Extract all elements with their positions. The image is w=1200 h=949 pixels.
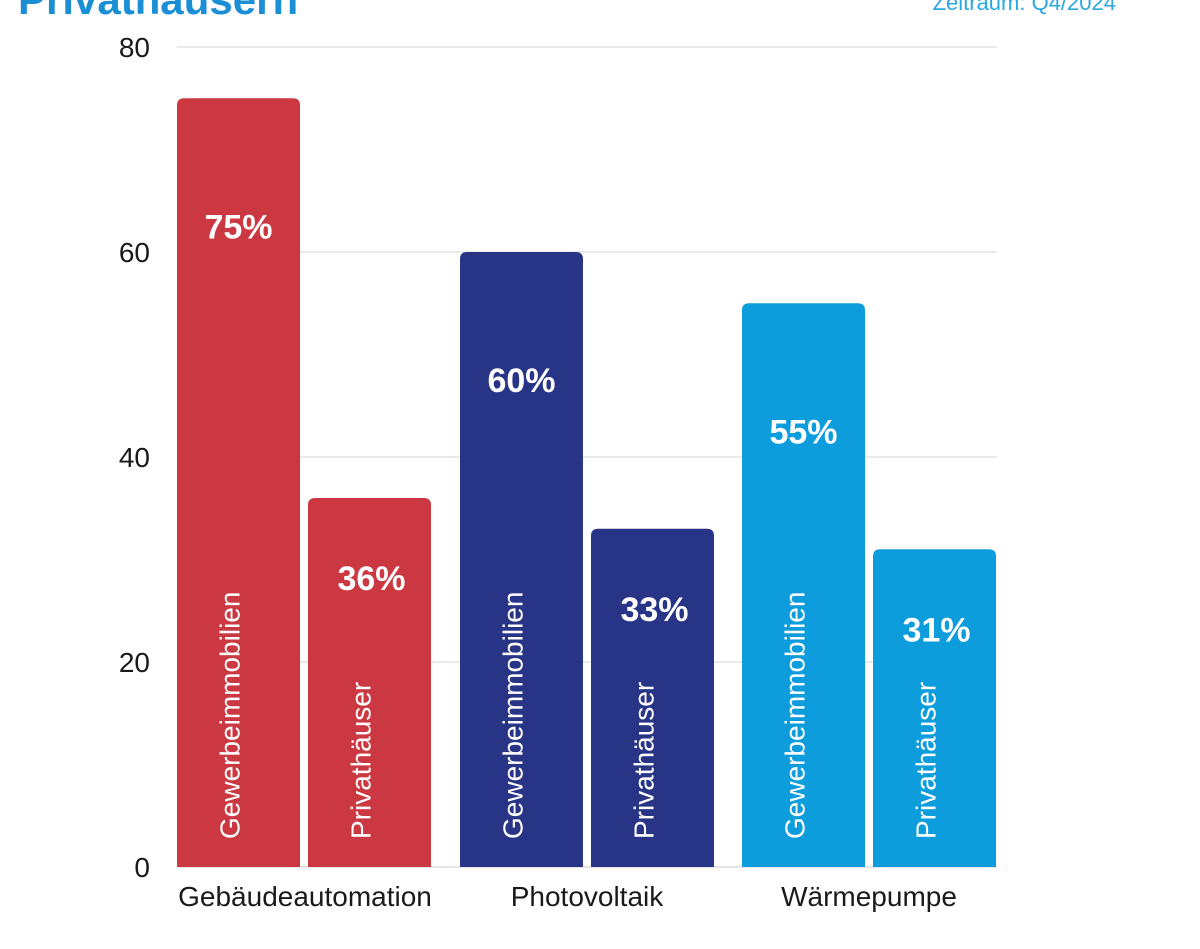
category-label: Wärmepumpe xyxy=(781,881,957,912)
series-label: Privathäuser xyxy=(629,682,660,839)
y-tick-label: 40 xyxy=(119,442,150,473)
y-tick-label: 20 xyxy=(119,647,150,678)
series-label: Gewerbeimmobilien xyxy=(498,592,529,839)
value-label: 36% xyxy=(337,560,405,598)
y-tick-label: 80 xyxy=(119,32,150,63)
chart-title: Privathäusern xyxy=(18,0,298,24)
category-label: Photovoltaik xyxy=(511,881,665,912)
value-label: 55% xyxy=(769,413,837,451)
series-label: Privathäuser xyxy=(911,682,942,839)
y-tick-label: 0 xyxy=(134,852,150,883)
value-label: 60% xyxy=(487,362,555,400)
bar xyxy=(742,303,865,867)
bar xyxy=(591,528,714,867)
y-tick-label: 60 xyxy=(119,237,150,268)
value-label: 33% xyxy=(620,591,688,629)
value-label: 31% xyxy=(902,611,970,649)
value-label: 75% xyxy=(204,208,272,246)
series-label: Gewerbeimmobilien xyxy=(780,592,811,839)
category-label: Gebäudeautomation xyxy=(178,881,432,912)
bar xyxy=(308,498,431,867)
bar xyxy=(460,252,583,867)
bar xyxy=(177,98,300,867)
bar xyxy=(873,549,996,867)
series-label: Privathäuser xyxy=(346,682,377,839)
period-label: Zeitraum: Q4/2024 xyxy=(932,0,1116,15)
series-label: Gewerbeimmobilien xyxy=(215,592,246,839)
